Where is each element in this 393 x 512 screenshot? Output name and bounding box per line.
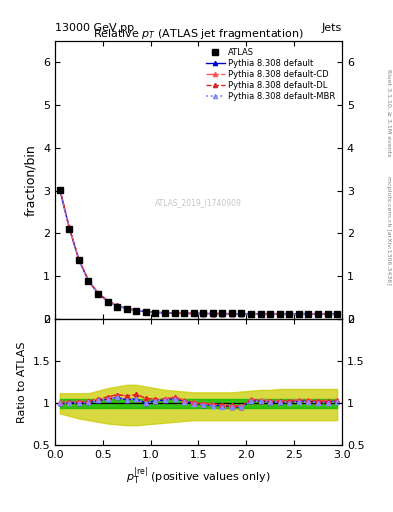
Y-axis label: fraction/bin: fraction/bin <box>24 144 37 216</box>
Text: ATLAS_2019_I1740909: ATLAS_2019_I1740909 <box>155 198 242 207</box>
Legend: ATLAS, Pythia 8.308 default, Pythia 8.308 default-CD, Pythia 8.308 default-DL, P: ATLAS, Pythia 8.308 default, Pythia 8.30… <box>204 45 338 103</box>
Text: Rivet 3.1.10, ≥ 3.1M events: Rivet 3.1.10, ≥ 3.1M events <box>386 69 391 156</box>
Text: Jets: Jets <box>321 23 342 33</box>
X-axis label: $p_\mathrm{T}^\mathrm{|re|}$ (positive values only): $p_\mathrm{T}^\mathrm{|re|}$ (positive v… <box>126 466 271 487</box>
Text: 13000 GeV pp: 13000 GeV pp <box>55 23 134 33</box>
Title: Relative $p_T$ (ATLAS jet fragmentation): Relative $p_T$ (ATLAS jet fragmentation) <box>93 27 304 41</box>
Text: mcplots.cern.ch [arXiv:1306.3436]: mcplots.cern.ch [arXiv:1306.3436] <box>386 176 391 285</box>
Y-axis label: Ratio to ATLAS: Ratio to ATLAS <box>17 342 27 423</box>
